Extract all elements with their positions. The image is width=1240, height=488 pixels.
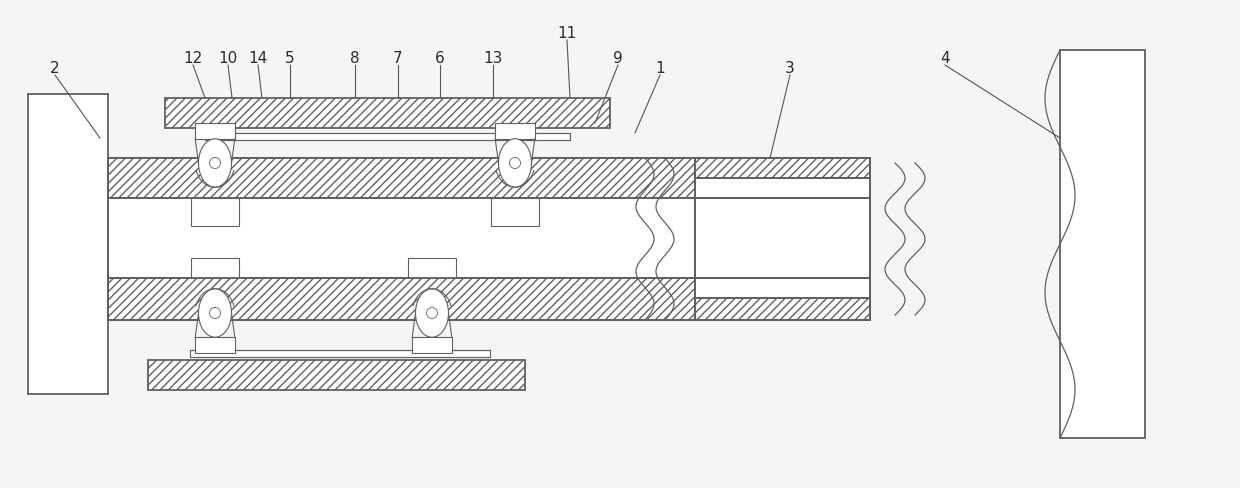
Bar	[412, 338, 451, 353]
Text: 7: 7	[393, 51, 403, 66]
Text: 12: 12	[184, 51, 202, 66]
Ellipse shape	[415, 289, 449, 338]
Text: 4: 4	[940, 51, 950, 66]
Text: 9: 9	[613, 51, 622, 66]
Text: 2: 2	[50, 61, 60, 76]
Bar	[108, 159, 870, 199]
Text: 14: 14	[248, 51, 268, 66]
Text: 1: 1	[655, 61, 665, 76]
Circle shape	[510, 158, 521, 169]
Bar	[191, 199, 239, 226]
Text: 13: 13	[484, 51, 502, 66]
Bar	[495, 124, 534, 140]
Ellipse shape	[198, 289, 232, 338]
Text: 3: 3	[785, 61, 795, 76]
Ellipse shape	[198, 140, 232, 188]
Circle shape	[427, 308, 438, 319]
Text: 6: 6	[435, 51, 445, 66]
Text: 8: 8	[350, 51, 360, 66]
Bar	[1060, 51, 1145, 438]
Bar	[195, 338, 234, 353]
Text: 11: 11	[557, 26, 577, 41]
Text: 10: 10	[218, 51, 238, 66]
Bar	[108, 199, 870, 279]
Bar	[191, 259, 239, 279]
Bar	[694, 159, 870, 179]
Circle shape	[210, 308, 221, 319]
Circle shape	[210, 158, 221, 169]
Bar	[408, 259, 456, 279]
Ellipse shape	[498, 140, 532, 188]
Bar	[491, 199, 539, 226]
Bar	[148, 360, 525, 390]
Bar	[694, 179, 870, 298]
Bar	[108, 279, 870, 320]
Bar	[165, 99, 610, 129]
Bar	[694, 298, 870, 320]
Bar	[195, 124, 234, 140]
Text: 5: 5	[285, 51, 295, 66]
Bar	[29, 95, 108, 394]
Bar	[190, 350, 490, 357]
Bar	[205, 134, 570, 141]
